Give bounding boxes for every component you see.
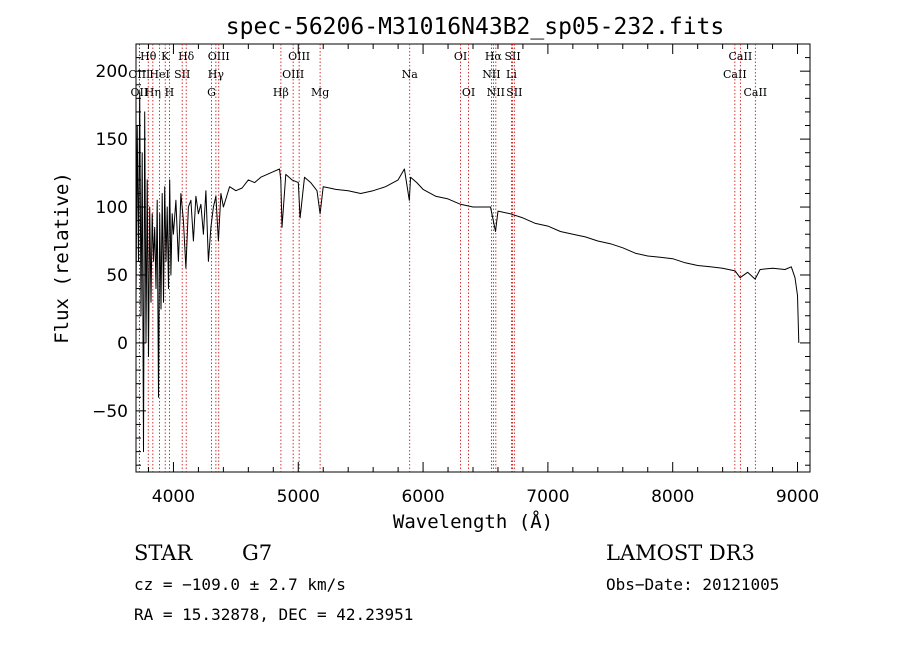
x-tick-label-1: 5000: [277, 487, 320, 507]
line-marker-label-12: Hγ: [208, 68, 225, 81]
y-tick-label-0: −50: [92, 402, 128, 422]
line-marker-label-3: OIII: [208, 50, 230, 63]
series-line-flux: [135, 91, 800, 453]
line-marker-label-22: Hβ: [273, 86, 289, 99]
y-axis-title: Flux (relative): [51, 172, 73, 344]
spectral-line-markers: [138, 44, 756, 472]
line-marker-label-23: Mg: [311, 86, 329, 99]
x-tick-labels: 4000 5000 6000 7000 8000 9000: [152, 487, 819, 507]
y-tick-label-5: 200: [96, 62, 128, 82]
flux-series: [135, 91, 800, 453]
object-subclass: G7: [242, 541, 272, 565]
y-tick-label-3: 100: [96, 198, 128, 218]
plot-frame: [135, 43, 811, 473]
line-marker-label-16: Li: [506, 68, 517, 81]
object-class: STAR: [134, 541, 193, 565]
x-tick-label-0: 4000: [152, 487, 195, 507]
line-marker-label-20: H: [165, 86, 175, 99]
x-axis-title: Wavelength (Å): [393, 510, 553, 533]
y-tick-label-4: 150: [96, 130, 128, 150]
line-marker-label-21: G: [207, 86, 216, 99]
line-marker-label-14: Na: [402, 68, 419, 81]
line-marker-label-8: CaII: [729, 50, 753, 63]
y-tick-label-2: 50: [106, 266, 128, 286]
survey-name: LAMOST DR3: [606, 541, 755, 565]
line-marker-label-2: Hδ: [178, 50, 195, 63]
line-marker-label-4: OIII: [288, 50, 310, 63]
line-marker-label-5: OI: [454, 50, 467, 63]
line-marker-label-19: Hη: [145, 86, 161, 99]
line-marker-label-25: NII: [487, 86, 505, 99]
line-marker-label-6: Hα: [485, 50, 503, 63]
line-marker-label-0: Hθ: [140, 50, 157, 63]
coords-line: RA = 15.32878, DEC = 42.23951: [134, 605, 413, 624]
x-tick-label-3: 7000: [526, 487, 569, 507]
y-tick-label-1: 0: [117, 334, 128, 354]
x-tick-label-4: 8000: [651, 487, 694, 507]
obs-date-line: Obs−Date: 20121005: [606, 575, 779, 594]
line-marker-label-26: SII: [506, 86, 522, 99]
line-marker-label-13: OIII: [282, 68, 304, 81]
chart-title: spec-56206-M31016N43B2_sp05-232.fits: [226, 14, 725, 40]
line-marker-label-7: SII: [504, 50, 520, 63]
line-marker-label-9: OIII: [128, 68, 150, 81]
x-tick-label-5: 9000: [776, 487, 819, 507]
line-marker-label-10: HeI: [149, 68, 169, 81]
line-marker-label-17: CaII: [723, 68, 747, 81]
line-marker-label-1: K: [161, 50, 170, 63]
axis-ticks: [136, 43, 810, 472]
redshift-line: cz = −109.0 ± 2.7 km/s: [134, 575, 346, 594]
line-marker-label-15: NII: [482, 68, 500, 81]
x-tick-label-2: 6000: [401, 487, 444, 507]
line-marker-label-27: CaII: [743, 86, 767, 99]
y-tick-labels: −50 0 50 100 150 200: [92, 62, 128, 422]
line-marker-label-24: OI: [462, 86, 475, 99]
line-marker-label-11: SII: [174, 68, 190, 81]
